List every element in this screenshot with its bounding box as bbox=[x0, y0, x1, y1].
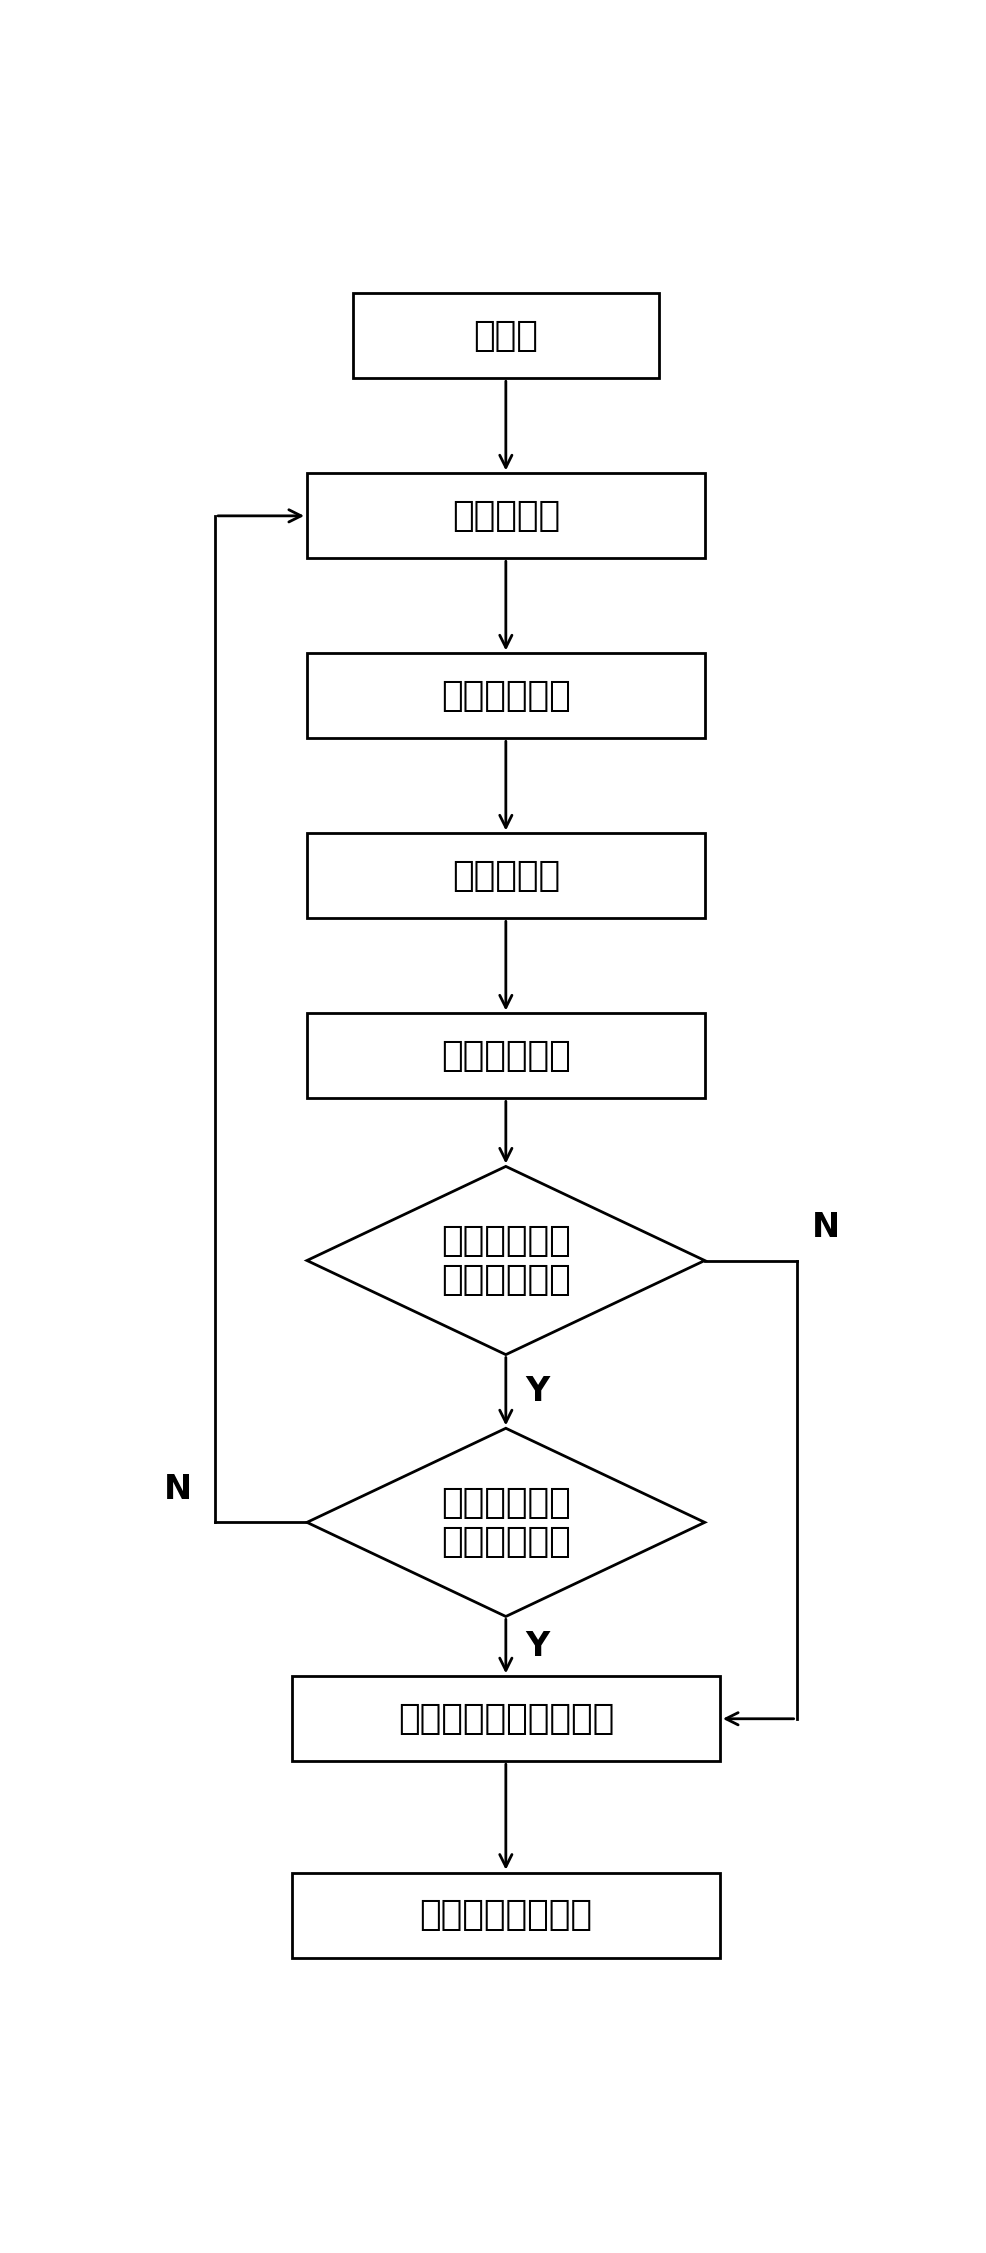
Text: 判断是否达到
最大迭代次数: 判断是否达到 最大迭代次数 bbox=[441, 1485, 570, 1559]
Bar bbox=[307, 834, 704, 919]
Text: 计算赞成度: 计算赞成度 bbox=[452, 498, 559, 534]
Text: 得到优化后的特征色差: 得到优化后的特征色差 bbox=[397, 1701, 613, 1735]
Bar bbox=[292, 1676, 720, 1762]
Text: 计算聚类中心: 计算聚类中心 bbox=[441, 678, 570, 712]
Bar bbox=[353, 293, 659, 379]
Text: 初始化: 初始化 bbox=[473, 320, 537, 354]
Text: 计算目标函数: 计算目标函数 bbox=[441, 1039, 570, 1072]
Polygon shape bbox=[307, 1428, 704, 1615]
Text: Y: Y bbox=[525, 1374, 548, 1408]
Text: 判断是否达到
迭代终止条件: 判断是否达到 迭代终止条件 bbox=[441, 1223, 570, 1298]
Bar bbox=[307, 473, 704, 559]
Bar bbox=[307, 653, 704, 739]
Text: Y: Y bbox=[525, 1629, 548, 1663]
Polygon shape bbox=[307, 1167, 704, 1354]
Text: N: N bbox=[164, 1473, 192, 1507]
Text: 提取重构图像特征: 提取重构图像特征 bbox=[419, 1899, 592, 1933]
Text: N: N bbox=[810, 1212, 839, 1244]
Bar bbox=[292, 1872, 720, 1958]
Text: 计算犹豫度: 计算犹豫度 bbox=[452, 858, 559, 892]
Bar bbox=[307, 1014, 704, 1099]
